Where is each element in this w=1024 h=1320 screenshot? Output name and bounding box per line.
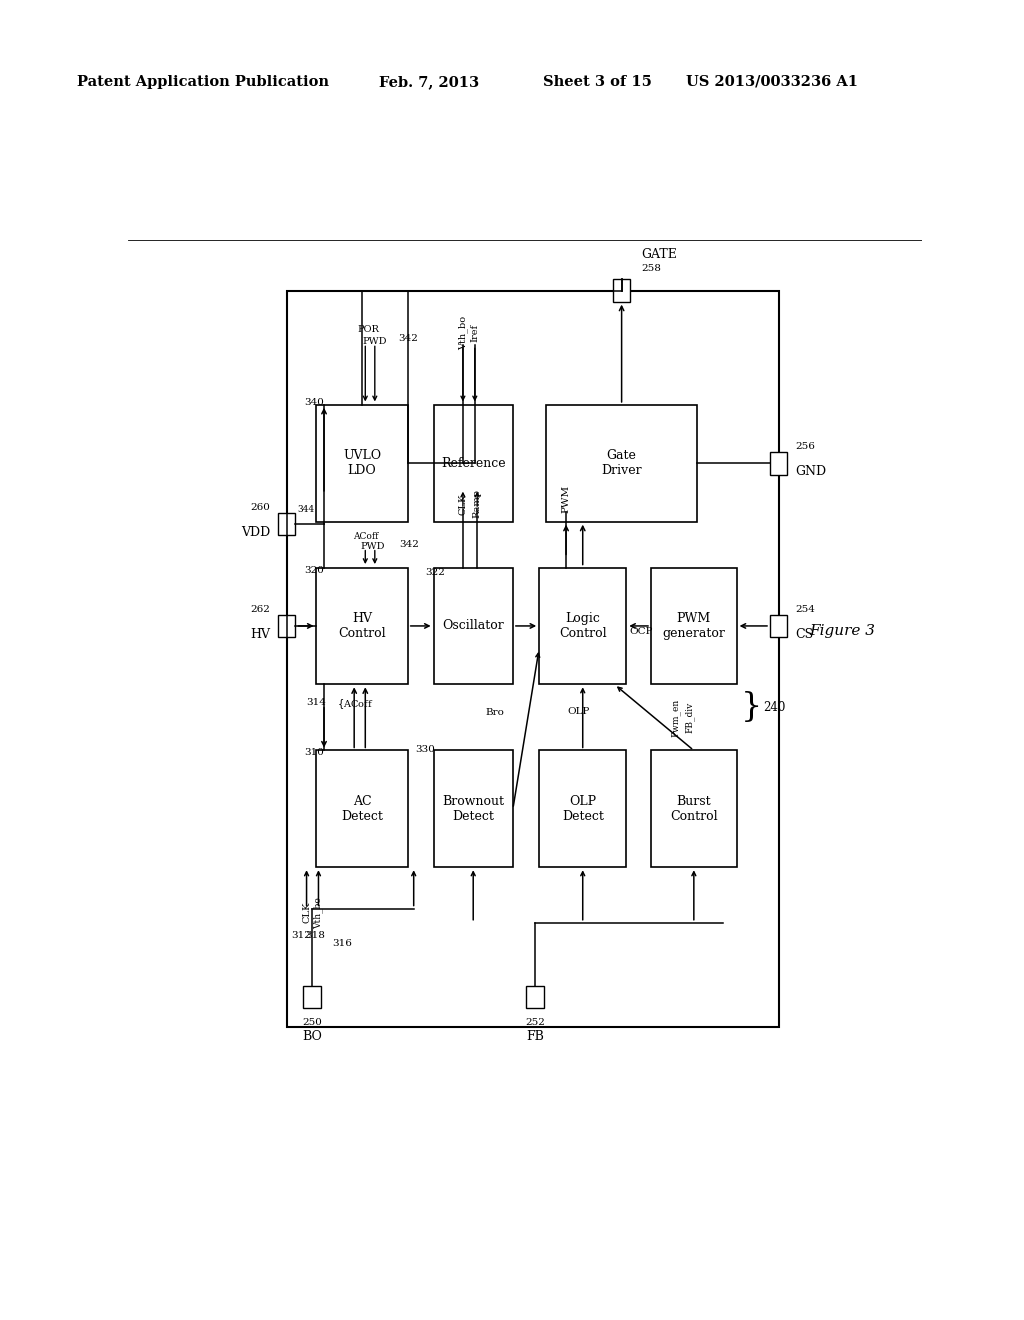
Text: OCP: OCP xyxy=(630,627,653,635)
Text: 260: 260 xyxy=(250,503,270,512)
Text: 322: 322 xyxy=(426,568,445,577)
Bar xyxy=(546,405,697,521)
Text: 314: 314 xyxy=(306,698,327,706)
Text: CLK: CLK xyxy=(302,902,311,923)
Text: 256: 256 xyxy=(796,442,815,451)
Text: BO: BO xyxy=(302,1031,323,1044)
Bar xyxy=(539,568,627,684)
Text: FB_div: FB_div xyxy=(685,702,694,733)
Text: Feb. 7, 2013: Feb. 7, 2013 xyxy=(379,75,479,88)
Text: Ramp: Ramp xyxy=(473,490,481,519)
Text: Reference: Reference xyxy=(441,457,506,470)
Text: HV: HV xyxy=(250,628,270,642)
Bar xyxy=(433,568,513,684)
Text: FB: FB xyxy=(526,1031,544,1044)
Text: 344: 344 xyxy=(298,504,315,513)
Text: Brownout
Detect: Brownout Detect xyxy=(442,795,504,822)
Bar xyxy=(316,568,408,684)
Bar xyxy=(433,405,513,521)
Bar xyxy=(526,986,544,1008)
Text: 252: 252 xyxy=(525,1018,545,1027)
Text: AC
Detect: AC Detect xyxy=(341,795,383,822)
Text: 312: 312 xyxy=(291,932,311,940)
Text: GND: GND xyxy=(796,466,826,478)
Bar xyxy=(651,751,736,867)
Bar xyxy=(316,751,408,867)
Text: PWM: PWM xyxy=(561,484,570,513)
Text: 262: 262 xyxy=(250,605,270,614)
Bar xyxy=(433,751,513,867)
Text: UVLO
LDO: UVLO LDO xyxy=(343,449,381,478)
Text: 250: 250 xyxy=(302,1018,323,1027)
Text: 342: 342 xyxy=(397,334,418,343)
Text: VDD: VDD xyxy=(241,527,270,540)
Text: CLK: CLK xyxy=(459,494,467,515)
Bar xyxy=(303,986,321,1008)
Text: Oscillator: Oscillator xyxy=(442,619,504,632)
Text: POR: POR xyxy=(357,325,380,334)
Text: GATE: GATE xyxy=(641,248,677,261)
Text: 320: 320 xyxy=(304,565,324,574)
Text: Iref: Iref xyxy=(470,325,479,342)
Bar xyxy=(278,615,296,638)
Bar xyxy=(770,453,787,474)
Bar xyxy=(278,513,296,536)
Text: Patent Application Publication: Patent Application Publication xyxy=(77,75,329,88)
Text: }: } xyxy=(740,692,762,723)
Bar xyxy=(770,615,787,638)
Text: OLP
Detect: OLP Detect xyxy=(562,795,604,822)
Text: 254: 254 xyxy=(796,605,815,614)
Text: 316: 316 xyxy=(333,939,352,948)
Text: 258: 258 xyxy=(641,264,662,273)
Text: Gate
Driver: Gate Driver xyxy=(601,449,642,478)
Text: 342: 342 xyxy=(399,540,419,549)
Text: ACoff: ACoff xyxy=(353,532,379,541)
Text: Vth_bo: Vth_bo xyxy=(458,317,468,350)
Bar xyxy=(613,280,631,302)
Text: Figure 3: Figure 3 xyxy=(809,624,876,638)
Text: Sheet 3 of 15: Sheet 3 of 15 xyxy=(543,75,651,88)
Text: Logic
Control: Logic Control xyxy=(559,612,606,640)
Text: Burst
Control: Burst Control xyxy=(670,795,718,822)
Text: Bro: Bro xyxy=(485,708,504,717)
Bar xyxy=(316,405,408,521)
Bar xyxy=(539,751,627,867)
Text: OLP: OLP xyxy=(567,706,590,715)
Bar xyxy=(651,568,736,684)
Text: 340: 340 xyxy=(304,397,324,407)
Text: PWD: PWD xyxy=(360,543,385,552)
Text: 330: 330 xyxy=(416,746,435,755)
Text: PWD: PWD xyxy=(362,337,387,346)
Text: Pwm_en: Pwm_en xyxy=(671,698,680,737)
Text: $\{$ACoff: $\{$ACoff xyxy=(337,697,373,711)
Text: 240: 240 xyxy=(763,701,785,714)
Text: 310: 310 xyxy=(304,748,324,758)
Text: HV
Control: HV Control xyxy=(338,612,386,640)
Text: 318: 318 xyxy=(305,932,326,940)
Bar xyxy=(287,290,778,1027)
Text: PWM
generator: PWM generator xyxy=(663,612,725,640)
Text: Vth_bo: Vth_bo xyxy=(313,896,324,928)
Text: US 2013/0033236 A1: US 2013/0033236 A1 xyxy=(686,75,858,88)
Text: CS: CS xyxy=(796,628,813,642)
